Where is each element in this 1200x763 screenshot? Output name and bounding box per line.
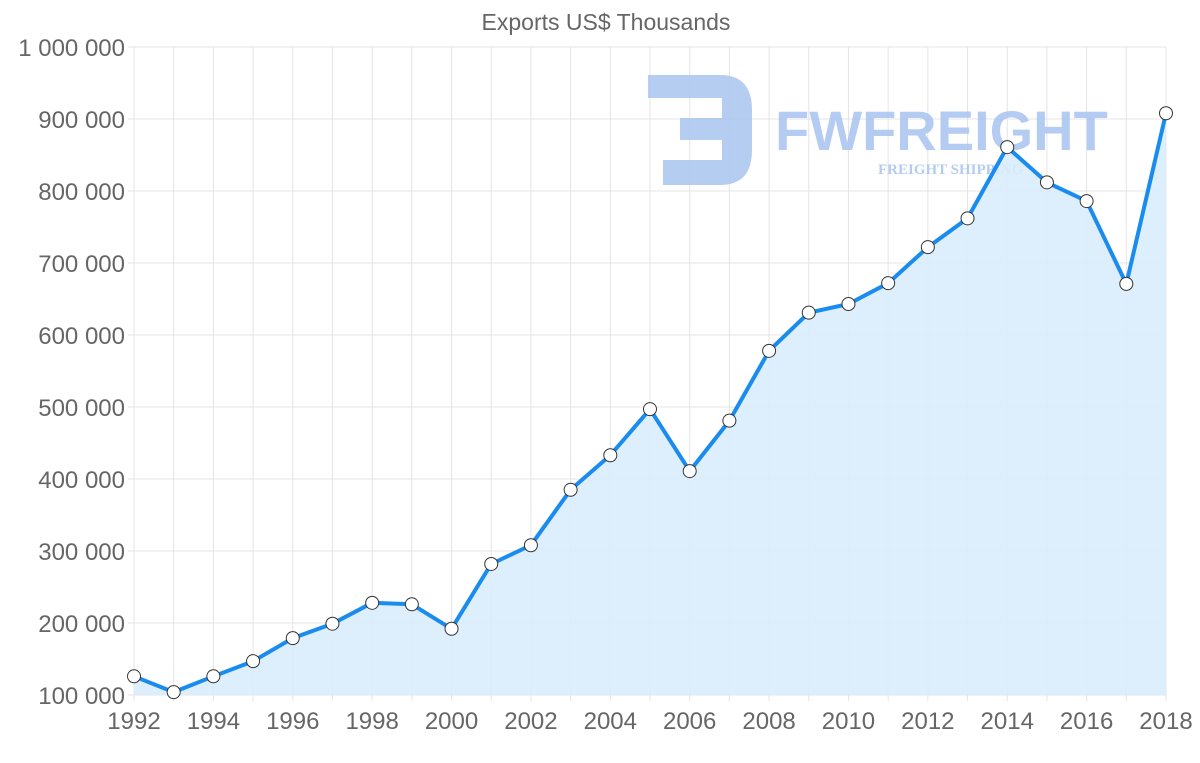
x-tick-label: 2016 <box>1060 708 1113 735</box>
data-point[interactable] <box>1119 276 1134 291</box>
x-tick-label: 2014 <box>981 708 1034 735</box>
data-point[interactable] <box>643 402 657 417</box>
data-point[interactable] <box>484 556 499 571</box>
data-point[interactable] <box>762 343 777 358</box>
x-tick-label: 2004 <box>584 708 637 735</box>
data-point[interactable] <box>722 413 737 428</box>
data-point[interactable] <box>365 595 380 610</box>
x-tick-label: 2002 <box>504 708 557 735</box>
data-point[interactable] <box>166 685 181 700</box>
data-point[interactable] <box>1000 140 1015 155</box>
watermark-tagline: FREIGHT SHIPPING <box>878 162 1023 178</box>
data-point[interactable] <box>404 597 419 612</box>
y-tick-label: 600 000 <box>38 323 125 350</box>
y-tick-label: 100 000 <box>38 683 125 710</box>
x-tick-label: 1994 <box>187 708 240 735</box>
data-point[interactable] <box>563 482 578 497</box>
data-point[interactable] <box>881 276 896 291</box>
data-point[interactable] <box>682 464 697 479</box>
x-tick-label: 1998 <box>345 708 398 735</box>
data-point[interactable] <box>603 448 618 463</box>
data-point[interactable] <box>920 240 935 255</box>
x-axis: 1992 1994 1996 1998 2000 2002 2004 2006 2008 2010… <box>107 708 1192 735</box>
area-fill <box>134 113 1166 695</box>
y-tick-label: 400 000 <box>38 467 125 494</box>
y-tick-label: 1 000 000 <box>18 35 125 62</box>
data-point[interactable] <box>127 669 141 684</box>
x-tick-label: 1996 <box>266 708 319 735</box>
data-point[interactable] <box>285 631 300 646</box>
y-tick-label: 800 000 <box>38 179 125 206</box>
data-point[interactable] <box>841 297 856 312</box>
data-point[interactable] <box>325 616 340 631</box>
watermark-logo: FWFREIGHT FREIGHT SHIPPING <box>648 75 1108 185</box>
data-point[interactable] <box>523 538 538 553</box>
data-point[interactable] <box>1079 194 1094 209</box>
y-tick-label: 700 000 <box>38 251 125 278</box>
y-axis: 100 000 200 000 300 000 400 000 500 000 600 0… <box>18 35 125 710</box>
data-point[interactable] <box>801 305 816 320</box>
x-tick-label: 2010 <box>822 708 875 735</box>
data-point[interactable] <box>1159 106 1173 121</box>
logo-mark-icon <box>648 75 752 185</box>
x-tick-label: 2000 <box>425 708 478 735</box>
y-tick-label: 500 000 <box>38 395 125 422</box>
data-point[interactable] <box>960 211 975 226</box>
x-tick-label: 2006 <box>663 708 716 735</box>
data-point[interactable] <box>206 669 221 684</box>
watermark-brand: FWFREIGHT <box>775 99 1108 162</box>
data-point[interactable] <box>444 621 459 636</box>
x-tick-label: 2018 <box>1139 708 1192 735</box>
data-point[interactable] <box>246 654 261 669</box>
data-point[interactable] <box>1039 175 1054 190</box>
y-tick-label: 900 000 <box>38 107 125 134</box>
y-tick-label: 300 000 <box>38 539 125 566</box>
y-tick-label: 200 000 <box>38 611 125 638</box>
x-tick-label: 2008 <box>742 708 795 735</box>
x-tick-label: 1992 <box>107 708 160 735</box>
x-tick-label: 2012 <box>901 708 954 735</box>
data-points <box>127 106 1173 700</box>
chart-title: Exports US$ Thousands <box>482 9 731 35</box>
